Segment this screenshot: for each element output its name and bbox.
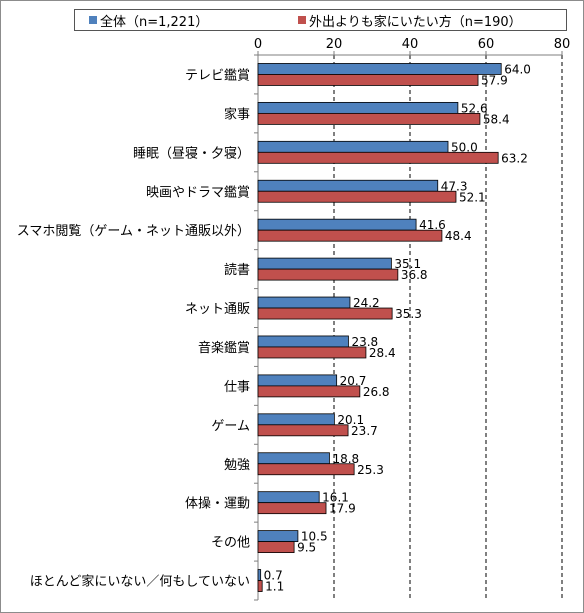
data-label-all: 23.8 (351, 335, 378, 349)
data-label-all: 18.8 (332, 452, 359, 466)
data-label-stay-home: 63.2 (501, 151, 528, 165)
data-label-stay-home: 48.4 (445, 229, 472, 243)
bar-stay-home (257, 541, 295, 554)
category-label: 睡眠（昼寝・夕寝） (133, 145, 250, 161)
bar-all (257, 179, 439, 192)
data-label-all: 41.6 (419, 218, 446, 232)
bar-all (257, 140, 449, 153)
data-label-all: 20.1 (337, 413, 364, 427)
data-label-stay-home: 35.3 (395, 307, 422, 321)
category-label: ゲーム (211, 419, 250, 434)
data-label-all: 0.7 (264, 569, 283, 583)
category-label: ネット通販 (185, 302, 250, 317)
bar-stay-home (257, 151, 499, 164)
legend-label-all: 全体（n=1,221） (100, 14, 209, 30)
category-label: スマホ閲覧（ゲーム・ネット通販以外） (17, 223, 250, 239)
data-label-all: 50.0 (451, 140, 478, 154)
bar-stay-home (257, 580, 263, 592)
data-label-all: 47.3 (441, 179, 468, 193)
data-label-stay-home: 26.8 (363, 385, 390, 399)
category-label: ほとんど家にいない／何もしていない (30, 574, 250, 590)
bar-all (257, 530, 299, 543)
bar-stay-home (257, 190, 457, 203)
legend-label-stay-home: 外出よりも家にいたい方（n=190） (309, 14, 522, 30)
data-label-all: 10.5 (301, 530, 328, 544)
category-label: テレビ鑑賞 (185, 67, 250, 83)
category-label: 音楽鑑賞 (198, 340, 250, 356)
bar-stay-home (257, 385, 361, 398)
data-label-stay-home: 1.1 (265, 580, 284, 594)
category-label: 家事 (224, 106, 250, 122)
data-label-stay-home: 52.1 (459, 190, 486, 204)
data-label-stay-home: 23.7 (351, 424, 378, 438)
x-tick-label-60: 60 (478, 37, 495, 52)
data-label-all: 35.1 (394, 257, 421, 271)
category-label: 仕事 (224, 380, 250, 395)
data-label-stay-home: 28.4 (369, 346, 396, 360)
bar-all (257, 452, 330, 465)
bar-all (257, 335, 349, 348)
category-label: その他 (211, 536, 250, 551)
data-label-stay-home: 25.3 (357, 463, 384, 477)
data-label-all: 24.2 (353, 296, 380, 310)
data-label-stay-home: 57.9 (481, 73, 508, 87)
data-label-stay-home: 58.4 (483, 112, 510, 126)
bar-stay-home (257, 229, 443, 242)
bar-stay-home (257, 268, 399, 281)
bar-all (257, 257, 392, 270)
legend-item-all: 全体（n=1,221） (89, 11, 209, 30)
category-label: 映画やドラマ鑑賞 (146, 184, 250, 200)
bar-stay-home (257, 346, 367, 359)
bar-stay-home (257, 502, 327, 515)
bar-all (257, 218, 417, 231)
bar-all (257, 101, 459, 114)
x-tick-label-40: 40 (402, 37, 419, 52)
data-label-all: 64.0 (504, 62, 531, 76)
bar-stay-home (257, 112, 481, 125)
category-label: 体操・運動 (185, 496, 250, 512)
bar-all (257, 491, 320, 504)
x-tick-label-80: 80 (554, 37, 571, 52)
data-label-all: 52.6 (461, 101, 488, 115)
data-label-stay-home: 36.8 (401, 268, 428, 282)
data-label-stay-home: 17.9 (329, 502, 356, 516)
category-label: 勉強 (224, 458, 250, 473)
chart-legend: 全体（n=1,221） 外出よりも家にいたい方（n=190） (74, 9, 567, 31)
bar-all (257, 296, 351, 309)
data-label-all: 16.1 (322, 491, 349, 505)
legend-item-stay-home: 外出よりも家にいたい方（n=190） (298, 11, 522, 30)
bar-stay-home (257, 307, 393, 320)
bar-all (257, 413, 335, 426)
legend-swatch-all (89, 16, 97, 24)
bar-all (257, 374, 338, 387)
bar-all (257, 569, 262, 581)
bar-all (257, 63, 502, 75)
bar-stay-home (257, 463, 355, 476)
category-label: 読書 (224, 262, 250, 278)
data-label-stay-home: 9.5 (297, 541, 316, 555)
bar-stay-home (257, 424, 349, 437)
bar-stay-home (257, 74, 479, 86)
legend-swatch-stay-home (298, 16, 306, 24)
x-tick-label-0: 0 (254, 37, 262, 52)
x-tick-label-20: 20 (326, 37, 343, 52)
data-label-all: 20.7 (340, 374, 367, 388)
